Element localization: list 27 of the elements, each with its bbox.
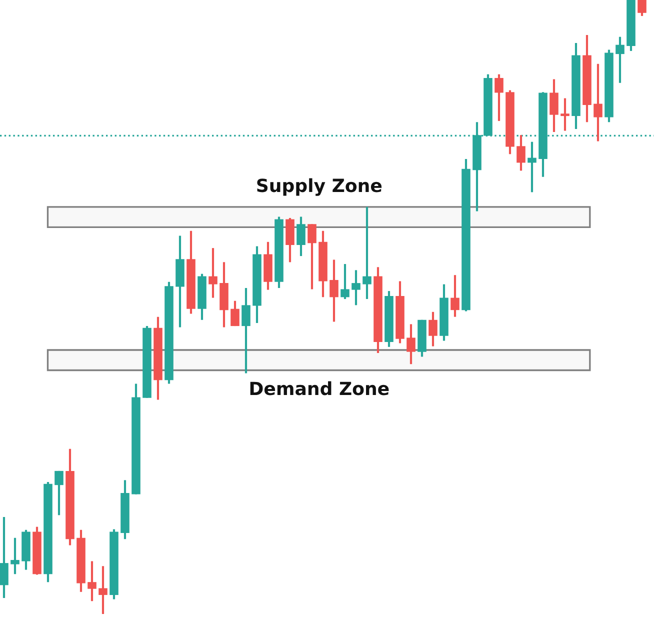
- candlestick: [428, 310, 438, 348]
- band-label: Demand Zone: [250, 381, 389, 396]
- candlestick: [10, 536, 20, 576]
- candlestick: [330, 258, 338, 323]
- candlestick: [560, 97, 570, 132]
- candlestick: [450, 274, 460, 318]
- candlestick: [594, 62, 602, 142]
- candlestick: [528, 140, 536, 194]
- candlestick: [616, 36, 624, 84]
- candlestick: [516, 134, 526, 172]
- candlestick: [362, 206, 372, 300]
- candlestick: [296, 216, 306, 258]
- candlestick: [98, 565, 108, 616]
- candlestick: [242, 286, 250, 374]
- candlestick: [208, 247, 218, 299]
- band-label: Supply Zone: [257, 178, 382, 196]
- candlestick: [494, 73, 504, 122]
- candlestick: [0, 516, 8, 600]
- candlestick: [230, 300, 240, 328]
- candlestick: [308, 223, 316, 290]
- candlestick: [88, 560, 96, 602]
- candlestick: [352, 269, 360, 306]
- candlestick: [638, 0, 646, 18]
- candlestick: [550, 78, 558, 134]
- candlestick: [406, 323, 416, 366]
- candlestick: [340, 262, 350, 300]
- candlestick: [54, 470, 64, 516]
